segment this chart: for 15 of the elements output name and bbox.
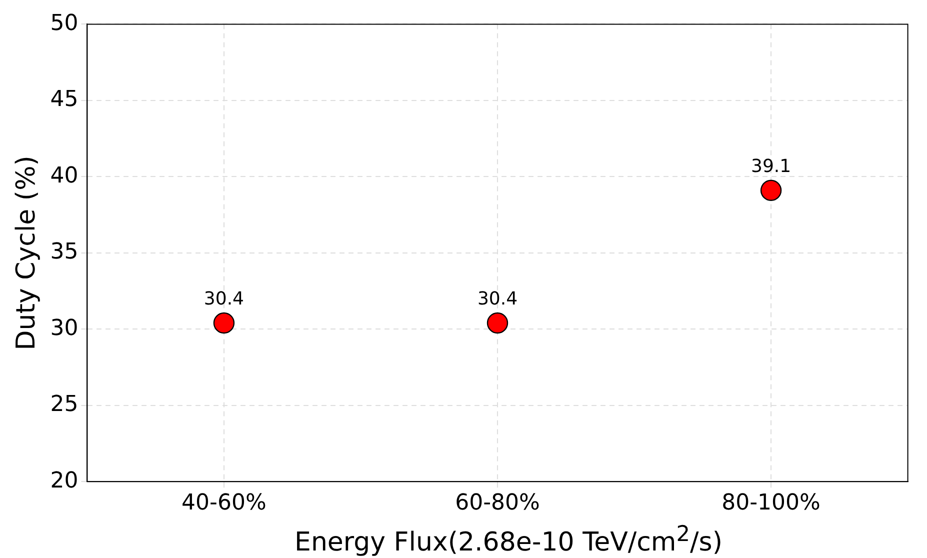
y-tick-label: 20	[50, 468, 78, 494]
y-tick-label: 40	[50, 163, 78, 188]
data-label: 30.4	[477, 288, 518, 310]
x-tick-label: 80-100%	[722, 490, 820, 516]
y-tick-label: 35	[50, 240, 78, 265]
x-tick-label: 60-80%	[455, 490, 540, 516]
y-tick-label: 25	[50, 392, 78, 418]
y-tick-label: 50	[50, 10, 78, 36]
y-tick-label: 30	[50, 316, 78, 341]
data-label: 39.1	[750, 156, 792, 178]
x-axis-title: Energy Flux(2.68e-10 TeV/cm$^{2}$/s)	[294, 522, 724, 558]
x-tick-label: 40-60%	[182, 490, 266, 516]
y-axis-title: Duty Cycle (%)	[11, 156, 42, 350]
y-tick-label: 45	[50, 87, 78, 112]
data-label: 30.4	[204, 288, 244, 310]
